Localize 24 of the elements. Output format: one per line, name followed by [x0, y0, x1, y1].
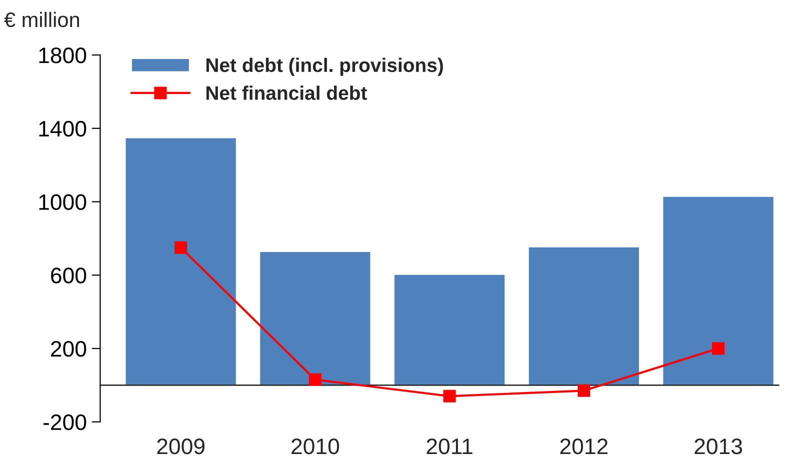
x-tick-label: 2011 — [426, 438, 472, 454]
x-tick-label: 2010 — [292, 438, 340, 454]
x-tick-label: 2012 — [560, 438, 608, 454]
legend-label: Net financial debt — [206, 86, 367, 100]
y-tick-label: 600 — [51, 268, 86, 284]
point — [578, 384, 590, 397]
y-tick-label: 200 — [51, 341, 86, 357]
bar — [124, 136, 238, 386]
bar — [662, 196, 775, 386]
point — [174, 241, 188, 254]
y-tick-label: -200 — [44, 414, 86, 430]
y-tick-label: 1000 — [39, 194, 86, 210]
bar — [393, 273, 506, 386]
point — [443, 390, 456, 402]
bar — [527, 246, 640, 386]
y-tick-label: 1800 — [39, 48, 86, 64]
y-tick-label: 1400 — [39, 120, 86, 137]
legend-label: Net debt (incl. provisions) — [206, 58, 443, 76]
point — [308, 373, 322, 386]
x-tick-label: 2013 — [694, 438, 742, 454]
y-axis-title: € million — [4, 12, 80, 28]
x-tick-label: 2009 — [157, 438, 204, 454]
point — [712, 342, 725, 355]
bar — [258, 250, 372, 386]
